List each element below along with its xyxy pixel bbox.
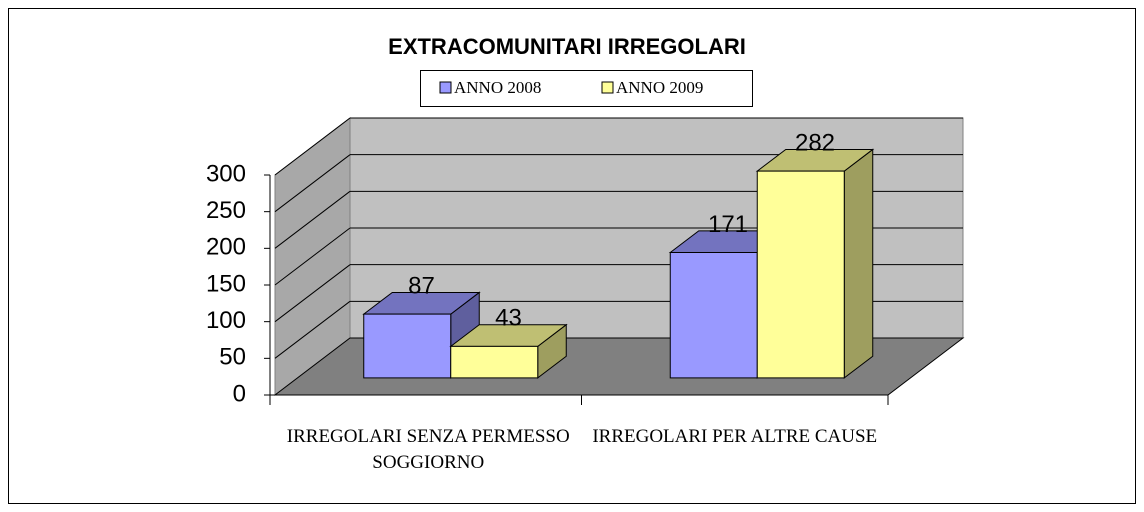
grid-line: [274, 154, 351, 213]
bar: [756, 170, 845, 379]
bar-side: [843, 148, 874, 379]
bar: [450, 345, 539, 379]
legend-label: ANNO 2008: [454, 78, 541, 97]
legend-label: ANNO 2009: [616, 78, 703, 97]
y-tick-label: 200: [206, 234, 246, 261]
bar: [669, 252, 758, 379]
grid-line: [274, 300, 351, 359]
legend-box: [420, 70, 753, 107]
y-tick-label: 150: [206, 270, 246, 297]
x-tick-label: IRREGOLARI SENZA PERMESSO SOGGIORNO: [286, 426, 570, 473]
grid-line: [274, 264, 351, 323]
value-label: 171: [708, 211, 748, 238]
bar: [363, 313, 452, 379]
value-label: 43: [495, 305, 522, 332]
grid-line: [274, 117, 351, 176]
grid-line: [274, 227, 351, 286]
y-tick-label: 300: [206, 160, 246, 187]
value-label: 87: [408, 272, 435, 299]
grid-line: [274, 190, 351, 249]
chart-title: EXTRACOMUNITARI IRREGOLARI: [388, 34, 746, 59]
y-tick-label: 250: [206, 197, 246, 224]
x-tick-label: IRREGOLARI PER ALTRE CAUSE: [592, 426, 878, 447]
y-tick-label: 50: [219, 344, 246, 371]
y-tick-label: 100: [206, 307, 246, 334]
value-label: 282: [795, 129, 835, 156]
legend-swatch: [601, 81, 614, 94]
legend-swatch: [439, 81, 452, 94]
y-tick-label: 0: [233, 380, 246, 407]
